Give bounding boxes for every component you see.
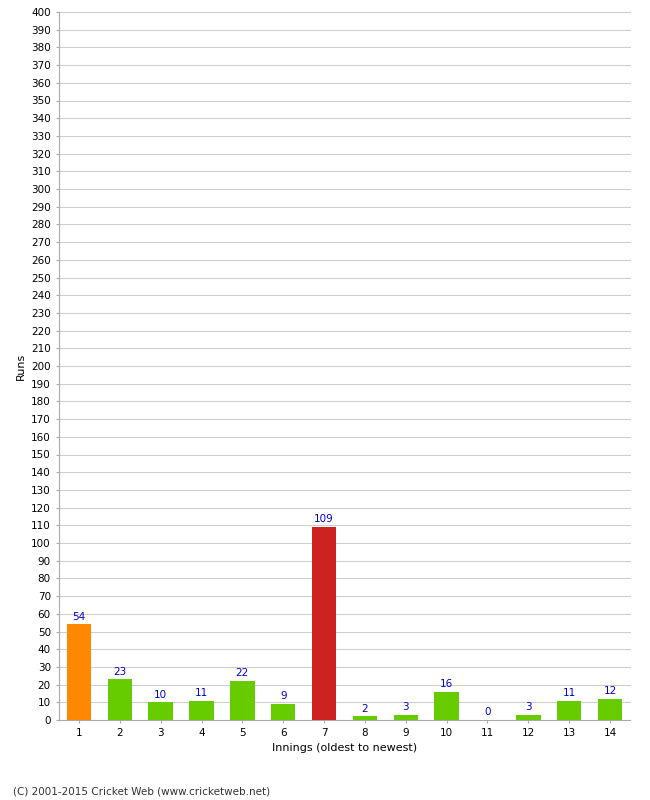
Bar	[353, 717, 377, 720]
Bar	[434, 692, 459, 720]
Text: 11: 11	[195, 688, 208, 698]
Text: 10: 10	[154, 690, 167, 700]
Text: 9: 9	[280, 691, 287, 702]
X-axis label: Innings (oldest to newest): Innings (oldest to newest)	[272, 743, 417, 753]
Bar	[189, 701, 214, 720]
Text: 12: 12	[603, 686, 617, 696]
Text: 16: 16	[440, 679, 453, 689]
Text: 54: 54	[72, 612, 86, 622]
Text: 3: 3	[402, 702, 409, 712]
Bar	[67, 625, 91, 720]
Bar	[230, 681, 255, 720]
Text: 109: 109	[314, 514, 334, 525]
Text: 0: 0	[484, 707, 491, 718]
Text: 3: 3	[525, 702, 532, 712]
Bar	[107, 679, 132, 720]
Bar	[557, 701, 582, 720]
Text: (C) 2001-2015 Cricket Web (www.cricketweb.net): (C) 2001-2015 Cricket Web (www.cricketwe…	[13, 786, 270, 796]
Bar	[393, 714, 418, 720]
Bar	[271, 704, 296, 720]
Bar	[148, 702, 173, 720]
Bar	[516, 714, 541, 720]
Text: 23: 23	[113, 666, 126, 677]
Y-axis label: Runs: Runs	[16, 352, 25, 380]
Text: 2: 2	[361, 704, 369, 714]
Text: 11: 11	[563, 688, 576, 698]
Bar	[312, 527, 336, 720]
Bar	[598, 698, 622, 720]
Text: 22: 22	[236, 669, 249, 678]
